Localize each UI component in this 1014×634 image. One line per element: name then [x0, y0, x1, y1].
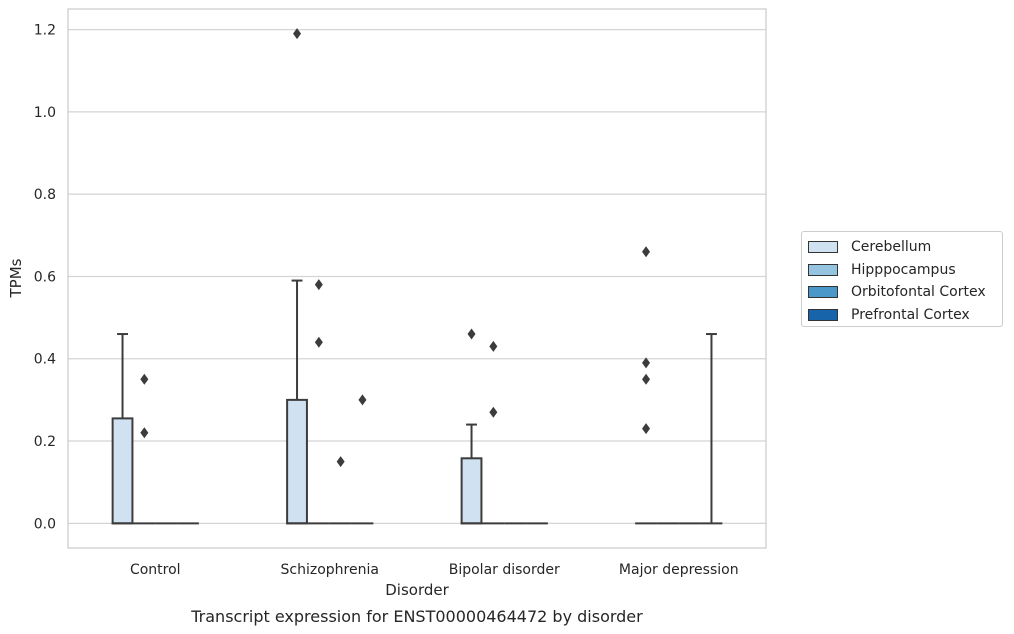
outlier-point	[489, 406, 498, 418]
box-hipppocampus	[482, 340, 505, 525]
box-cerebellum	[111, 333, 134, 525]
outlier-point	[642, 246, 651, 258]
box-hipppocampus	[133, 373, 156, 525]
x-tick-label: Schizophrenia	[281, 562, 379, 578]
legend-item: Cerebellum	[808, 236, 1002, 259]
outlier-point	[140, 427, 149, 439]
box-prefrontal-cortex	[351, 394, 374, 525]
outlier-point	[140, 373, 149, 385]
outlier-point	[642, 357, 651, 369]
outlier-point	[336, 456, 345, 468]
y-tick-label: 1.2	[34, 23, 56, 39]
legend: Cerebellum Hipppocampus Orbitofontal Corte…	[801, 231, 1003, 327]
gridlines	[68, 28, 766, 524]
box-body	[286, 398, 308, 525]
box-cerebellum	[286, 28, 308, 525]
box-prefrontal-cortex	[700, 333, 723, 525]
x-tick-label: Bipolar disorder	[449, 562, 560, 578]
outlier-point	[642, 373, 651, 385]
outlier-point	[314, 336, 323, 348]
x-tick-label: Major depression	[619, 562, 739, 578]
y-tick-label: 0.6	[34, 269, 56, 285]
legend-label: Cerebellum	[851, 239, 932, 256]
outlier-point	[293, 28, 302, 40]
x-tick-label: Control	[130, 562, 181, 578]
legend-label: Orbitofontal Cortex	[851, 284, 986, 301]
chart-title: Transcript expression for ENST0000046447…	[190, 607, 643, 626]
legend-swatch	[808, 286, 838, 299]
legend-swatch	[808, 309, 838, 322]
y-tick-label: 0.4	[34, 352, 56, 368]
legend-item: Hipppocampus	[808, 259, 1002, 282]
box-body	[111, 417, 134, 525]
x-axis-ticks: Control Schizophrenia Bipolar disorder Majo…	[130, 562, 739, 578]
outlier-point	[467, 328, 476, 340]
box-orbitofontal-cortex	[329, 456, 352, 525]
legend-label: Prefrontal Cortex	[851, 307, 970, 324]
box-body	[460, 457, 483, 525]
plot-frame	[67, 8, 767, 549]
y-tick-label: 1.0	[34, 105, 56, 121]
y-tick-label: 0.8	[34, 187, 56, 203]
legend-item: Prefrontal Cortex	[808, 304, 1002, 327]
outlier-point	[489, 340, 498, 352]
y-axis-ticks: 0.0 0.2 0.4 0.6 0.8 1.0 1.2	[34, 23, 56, 533]
y-tick-label: 0.2	[34, 434, 56, 450]
x-axis-label: Disorder	[385, 581, 449, 599]
legend-swatch	[808, 241, 838, 254]
box-cerebellum	[460, 328, 483, 525]
box-cerebellum	[635, 246, 657, 525]
outlier-point	[314, 279, 323, 291]
legend-item: Orbitofontal Cortex	[808, 281, 1002, 304]
y-tick-label: 0.0	[34, 516, 56, 532]
legend-swatch	[808, 263, 838, 276]
box-plot-marks	[111, 28, 723, 525]
box-hipppocampus	[307, 279, 330, 525]
outlier-point	[642, 423, 651, 435]
outlier-point	[358, 394, 367, 406]
y-axis-label: TPMs	[7, 258, 25, 298]
legend-label: Hipppocampus	[851, 261, 956, 278]
